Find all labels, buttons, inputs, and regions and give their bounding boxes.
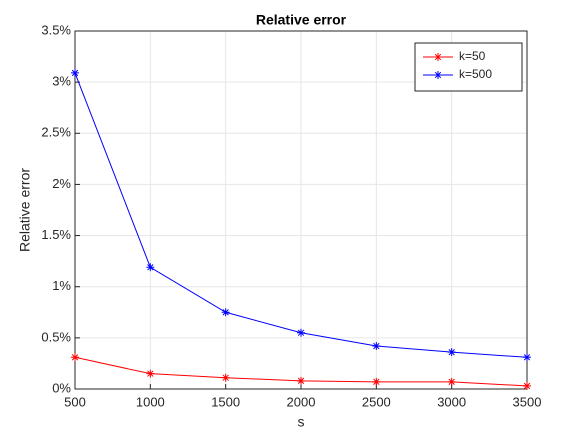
- marker: [523, 353, 531, 362]
- axes-box: [74, 30, 528, 390]
- legend-marker: [434, 53, 442, 61]
- y-tick-label: 3.5%: [41, 22, 71, 37]
- x-tick-label: 2500: [362, 394, 391, 409]
- x-tick-label: 1500: [211, 394, 240, 409]
- x-tick-label: 1000: [136, 394, 165, 409]
- y-axis-label: Relative error: [17, 168, 33, 252]
- chart-title: Relative error: [256, 12, 347, 28]
- marker: [372, 377, 381, 386]
- x-axis-label: s: [298, 414, 305, 430]
- marker: [221, 308, 230, 317]
- marker: [372, 342, 381, 351]
- marker: [523, 381, 531, 390]
- y-tick-label: 3%: [52, 74, 71, 89]
- marker: [447, 348, 456, 357]
- legend-label: k=500: [459, 67, 492, 81]
- x-tick-label: 3000: [437, 394, 466, 409]
- marker: [146, 369, 155, 378]
- y-tick-label: 2%: [52, 176, 71, 191]
- x-tick-label: 500: [64, 394, 86, 409]
- x-tick-label: 2000: [287, 394, 316, 409]
- legend-marker: [434, 71, 442, 79]
- y-tick-label: 0%: [52, 380, 71, 395]
- marker: [221, 373, 230, 382]
- marker: [447, 377, 456, 386]
- marker: [297, 328, 305, 337]
- marker: [297, 376, 305, 385]
- marker: [146, 263, 155, 272]
- legend-label: k=50: [459, 49, 486, 63]
- y-tick-label: 2.5%: [41, 125, 71, 140]
- y-tick-label: 1%: [52, 278, 71, 293]
- x-tick-label: 3500: [513, 394, 542, 409]
- legend-box: [414, 42, 523, 92]
- y-tick-label: 0.5%: [41, 329, 71, 344]
- y-tick-label: 1.5%: [41, 227, 71, 242]
- marker: [71, 353, 79, 362]
- marker: [71, 68, 79, 77]
